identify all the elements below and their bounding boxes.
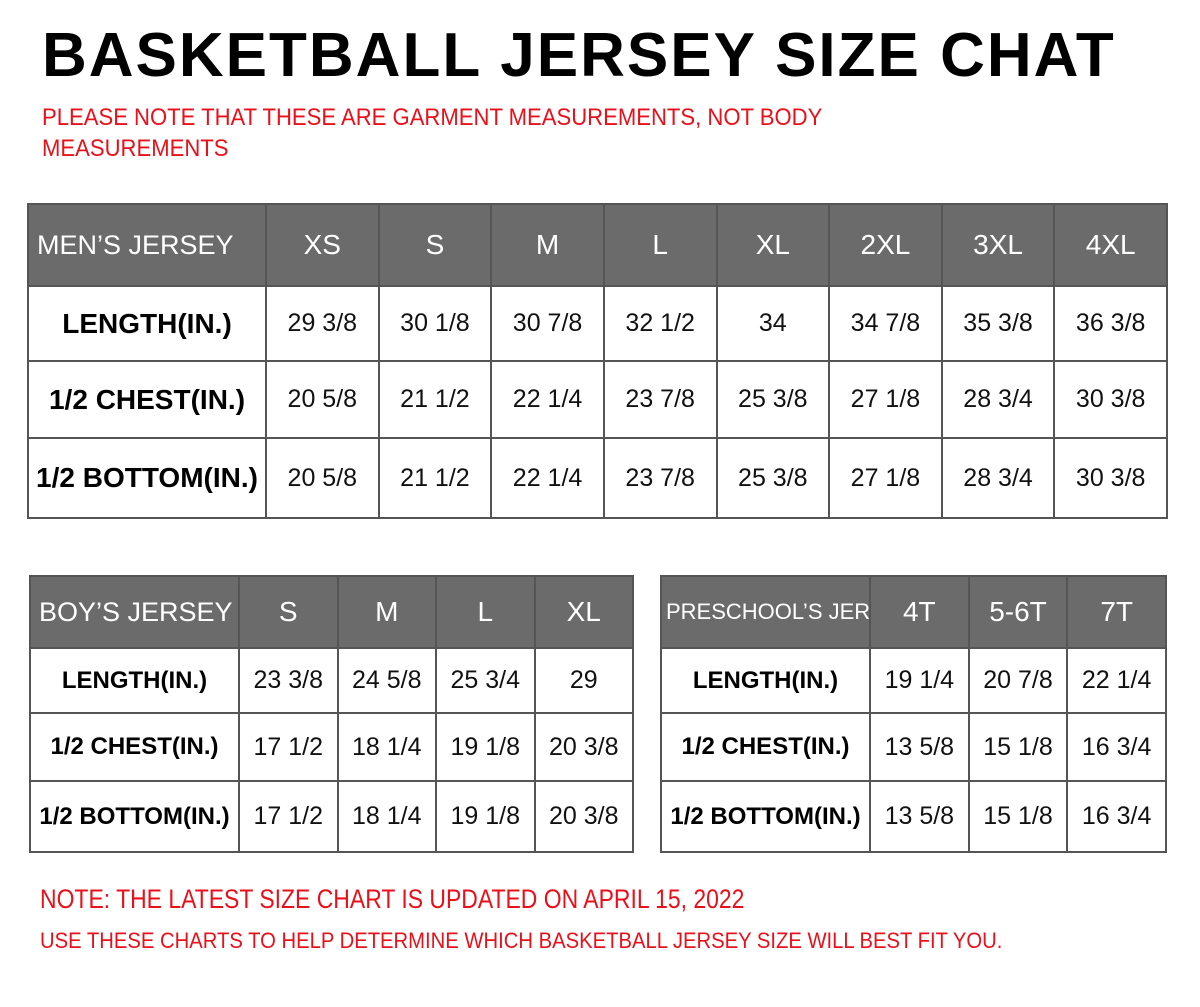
measurement-value: 16 3/4	[1066, 712, 1167, 782]
measurement-value: 19 1/4	[869, 647, 970, 714]
measurement-value: 19 1/8	[435, 712, 536, 782]
page-title: BASKETBALL JERSEY SIZE CHAT	[42, 21, 1116, 90]
measurement-label: 1/2 CHEST(IN.)	[29, 712, 240, 782]
measurement-value: 35 3/8	[940, 285, 1056, 362]
measurement-value: 15 1/8	[967, 712, 1069, 782]
measurement-value: 20 3/8	[533, 712, 634, 782]
size-header-cell: 4T	[869, 575, 970, 649]
measurement-value: 30 3/8	[1053, 437, 1168, 519]
measurement-value: 29 3/8	[265, 285, 380, 362]
table-row: 1/2 CHEST(IN.) 13 5/8 15 1/8 16 3/4	[660, 712, 1167, 782]
table-row: LENGTH(IN.) 19 1/4 20 7/8 22 1/4	[660, 647, 1167, 714]
table-row: LENGTH(IN.) 23 3/8 24 5/8 25 3/4 29	[29, 647, 634, 714]
measurement-value: 25 3/4	[435, 647, 536, 714]
update-note: NOTE: THE LATEST SIZE CHART IS UPDATED O…	[40, 884, 745, 914]
measurement-value: 23 3/8	[238, 647, 339, 714]
table-title-cell: PRESCHOOL’S JERSEY	[660, 575, 871, 649]
measurement-value: 29	[533, 647, 634, 714]
boys-size-table: BOY’S JERSEY S M L XL LENGTH(IN.) 23 3/8 24 5/8…	[29, 575, 634, 853]
measurement-value: 19 1/8	[435, 780, 536, 853]
measurement-value: 17 1/2	[238, 780, 339, 853]
measurement-value: 25 3/8	[715, 437, 831, 519]
measurement-value: 23 7/8	[602, 360, 718, 439]
size-header-cell: S	[377, 203, 493, 287]
size-header-cell: 4XL	[1053, 203, 1168, 287]
measurement-value: 15 1/8	[967, 780, 1069, 853]
measurement-value: 16 3/4	[1066, 780, 1167, 853]
measurement-label: 1/2 BOTTOM(IN.)	[660, 780, 871, 853]
measurement-value: 30 3/8	[1053, 360, 1168, 439]
measurement-value: 22 1/4	[490, 360, 605, 439]
table-row: 1/2 BOTTOM(IN.) 17 1/2 18 1/4 19 1/8 20 3/8	[29, 780, 634, 853]
measurement-value: 20 3/8	[533, 780, 634, 853]
measurement-label: 1/2 CHEST(IN.)	[660, 712, 871, 782]
table-row: 1/2 CHEST(IN.) 17 1/2 18 1/4 19 1/8 20 3/8	[29, 712, 634, 782]
measurement-value: 28 3/4	[940, 437, 1056, 519]
measurement-label: 1/2 BOTTOM(IN.)	[27, 437, 267, 519]
measurement-label: 1/2 CHEST(IN.)	[27, 360, 267, 439]
measurement-value: 34	[715, 285, 831, 362]
size-header-cell: 5-6T	[967, 575, 1069, 649]
measurement-value: 17 1/2	[238, 712, 339, 782]
measurement-value: 20 5/8	[265, 437, 380, 519]
table-row: 1/2 BOTTOM(IN.) 20 5/8 21 1/2 22 1/4 23 7/8 2…	[27, 437, 1168, 519]
fit-note: USE THESE CHARTS TO HELP DETERMINE WHICH…	[40, 928, 1003, 953]
measurement-value: 13 5/8	[869, 712, 970, 782]
measurement-value: 30 1/8	[377, 285, 493, 362]
measurement-value: 21 1/2	[377, 360, 493, 439]
size-header-cell: M	[490, 203, 605, 287]
measurement-value: 27 1/8	[828, 360, 943, 439]
size-header-cell: XL	[533, 575, 634, 649]
garment-note-line-1: PLEASE NOTE THAT THESE ARE GARMENT MEASU…	[42, 104, 823, 131]
measurement-label: 1/2 BOTTOM(IN.)	[29, 780, 240, 853]
measurement-value: 34 7/8	[828, 285, 943, 362]
table-row: 1/2 CHEST(IN.) 20 5/8 21 1/2 22 1/4 23 7/8 25…	[27, 360, 1168, 439]
measurement-value: 20 7/8	[967, 647, 1069, 714]
mens-size-table: MEN’S JERSEY XS S M L XL 2XL 3XL 4XL LENGTH(IN.) 2…	[27, 203, 1168, 519]
table-row: LENGTH(IN.) 29 3/8 30 1/8 30 7/8 32 1/2 34 34 …	[27, 285, 1168, 362]
measurement-value: 28 3/4	[940, 360, 1056, 439]
measurement-value: 21 1/2	[377, 437, 493, 519]
size-header-cell: M	[336, 575, 437, 649]
measurement-label: LENGTH(IN.)	[29, 647, 240, 714]
size-header-cell: L	[435, 575, 536, 649]
measurement-value: 20 5/8	[265, 360, 380, 439]
measurement-value: 23 7/8	[602, 437, 718, 519]
measurement-value: 22 1/4	[490, 437, 605, 519]
measurement-value: 27 1/8	[828, 437, 943, 519]
measurement-label: LENGTH(IN.)	[27, 285, 267, 362]
size-header-cell: 3XL	[940, 203, 1056, 287]
garment-note-line-2: MEASUREMENTS	[42, 135, 229, 162]
table-title-cell: MEN’S JERSEY	[27, 203, 267, 287]
measurement-value: 22 1/4	[1066, 647, 1167, 714]
header-row: BOY’S JERSEY S M L XL	[29, 575, 634, 649]
measurement-value: 13 5/8	[869, 780, 970, 853]
size-header-cell: L	[602, 203, 718, 287]
size-header-cell: 2XL	[828, 203, 943, 287]
measurement-value: 24 5/8	[336, 647, 437, 714]
size-header-cell: S	[238, 575, 339, 649]
measurement-value: 18 1/4	[336, 712, 437, 782]
measurement-value: 18 1/4	[336, 780, 437, 853]
measurement-value: 36 3/8	[1053, 285, 1168, 362]
size-header-cell: XL	[715, 203, 831, 287]
size-header-cell: XS	[265, 203, 380, 287]
measurement-value: 32 1/2	[602, 285, 718, 362]
measurement-value: 25 3/8	[715, 360, 831, 439]
size-header-cell: 7T	[1066, 575, 1167, 649]
header-row: MEN’S JERSEY XS S M L XL 2XL 3XL 4XL	[27, 203, 1168, 287]
measurement-value: 30 7/8	[490, 285, 605, 362]
preschool-size-table: PRESCHOOL’S JERSEY4T5-6T7TLENGTH(IN.)19 …	[660, 575, 1167, 853]
table-title-cell: BOY’S JERSEY	[29, 575, 240, 649]
table-row: 1/2 BOTTOM(IN.) 13 5/8 15 1/8 16 3/4	[660, 780, 1167, 853]
measurement-label: LENGTH(IN.)	[660, 647, 871, 714]
